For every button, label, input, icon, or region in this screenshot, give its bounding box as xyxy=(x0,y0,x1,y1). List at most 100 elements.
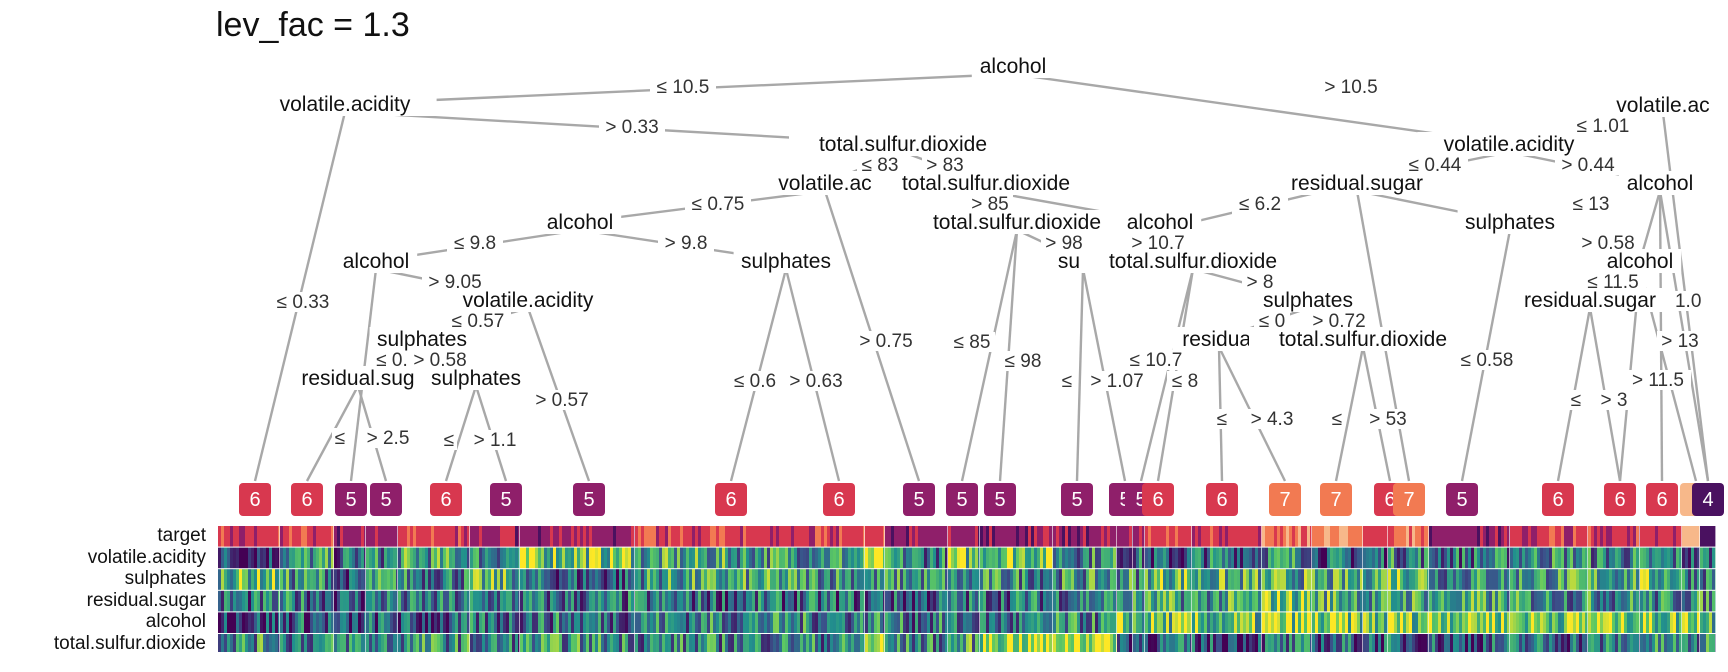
heatmap-cell xyxy=(906,634,909,652)
heatmap-cell xyxy=(520,569,523,590)
heatmap-cell xyxy=(656,612,659,633)
heatmap-cell xyxy=(1178,612,1181,633)
heatmap-cell xyxy=(1421,612,1424,633)
heatmap-cell xyxy=(1381,526,1384,547)
heatmap-cell xyxy=(927,590,930,612)
heatmap-cell xyxy=(1501,526,1504,547)
heatmap-cell xyxy=(824,590,827,612)
heatmap-cell xyxy=(218,634,221,652)
heatmap-cell xyxy=(1706,612,1709,633)
heatmap-cell xyxy=(334,569,337,590)
heatmap-cell xyxy=(815,526,818,547)
heatmap-cell xyxy=(1391,526,1394,547)
heatmap-cell xyxy=(1462,547,1465,569)
heatmap-cell xyxy=(1195,547,1198,569)
heatmap-cell xyxy=(1462,569,1465,590)
heatmap-cell xyxy=(764,612,767,633)
heatmap-cell xyxy=(921,634,924,652)
heatmap-cell xyxy=(1567,569,1570,590)
heatmap-cell xyxy=(1252,547,1255,569)
heatmap-cell xyxy=(1447,569,1450,590)
heatmap-cell xyxy=(1181,590,1184,612)
heatmap-cell xyxy=(713,547,716,569)
heatmap-cell xyxy=(331,590,334,612)
heatmap-cell xyxy=(346,526,349,547)
heatmap-cell xyxy=(764,569,767,590)
heatmap-cell xyxy=(788,569,791,590)
heatmap-cell xyxy=(631,569,634,590)
decision-tree: ≤ 10.5 > 10.5> 0.33≤ 0.33≤ 83 > 83≤ 0.75> … xyxy=(239,55,1724,516)
heatmap-cell xyxy=(845,634,848,652)
heatmap-cell xyxy=(701,569,704,590)
heatmap-cell xyxy=(980,634,983,652)
heatmap-cell xyxy=(1558,612,1561,633)
heatmap-cell xyxy=(266,526,269,547)
heatmap-cell xyxy=(381,547,384,569)
node-label-bg xyxy=(1249,327,1477,351)
heatmap-cell xyxy=(1071,547,1074,569)
heatmap-cell xyxy=(1412,612,1415,633)
heatmap-cell xyxy=(915,526,918,547)
heatmap-cell xyxy=(1357,526,1360,547)
heatmap-cell xyxy=(494,569,497,590)
heatmap-cell xyxy=(307,634,310,652)
heatmap-cell xyxy=(980,569,983,590)
heatmap-cell xyxy=(1471,526,1474,547)
heatmap-cell xyxy=(1519,590,1522,612)
heatmap-cell xyxy=(1679,569,1682,590)
heatmap-cell xyxy=(1007,634,1010,652)
heatmap-cell xyxy=(416,569,419,590)
heatmap-cell xyxy=(242,547,245,569)
heatmap-cell xyxy=(1086,634,1089,652)
heatmap-cell xyxy=(298,612,301,633)
heatmap-cell xyxy=(1001,569,1004,590)
heatmap-cell xyxy=(933,590,936,612)
heatmap-cell xyxy=(674,526,677,547)
heatmap-cell xyxy=(476,569,479,590)
heatmap-cell xyxy=(625,569,628,590)
heatmap-cell xyxy=(815,569,818,590)
heatmap-row-label-target: target xyxy=(157,525,206,546)
heatmap-cell xyxy=(375,547,378,569)
heatmap-cell xyxy=(839,634,842,652)
heatmap-cell xyxy=(1618,569,1621,590)
heatmap-cell xyxy=(818,526,821,547)
heatmap-cell xyxy=(815,634,818,652)
heatmap-cell xyxy=(310,526,313,547)
heatmap-cell xyxy=(692,612,695,633)
heatmap-cell xyxy=(1013,634,1016,652)
heatmap-cell xyxy=(1643,569,1646,590)
split-label: > 11.5 xyxy=(1632,370,1684,391)
heatmap-cell xyxy=(1375,634,1378,652)
heatmap-cell xyxy=(1321,612,1324,633)
heatmap-cell xyxy=(1204,547,1207,569)
heatmap-cell xyxy=(369,590,372,612)
heatmap-cell xyxy=(998,547,1001,569)
heatmap-cell xyxy=(328,634,331,652)
heatmap-cell xyxy=(1561,634,1564,652)
heatmap-cell xyxy=(580,547,583,569)
heatmap-cell xyxy=(927,569,930,590)
heatmap-cell xyxy=(631,634,634,652)
heatmap-cell xyxy=(419,547,422,569)
heatmap-cell xyxy=(740,612,743,633)
heatmap-cell xyxy=(1658,634,1661,652)
heatmap-cell xyxy=(304,547,307,569)
heatmap-cell xyxy=(883,634,885,652)
heatmap-cell xyxy=(1603,612,1606,633)
heatmap-cell xyxy=(1201,590,1204,612)
heatmap-cell xyxy=(358,612,361,633)
heatmap-cell xyxy=(503,634,506,652)
heatmap-cell xyxy=(446,590,449,612)
heatmap-cell xyxy=(550,569,553,590)
heatmap-cell xyxy=(1145,526,1148,547)
heatmap-cell xyxy=(1025,569,1028,590)
heatmap-cell xyxy=(1483,590,1486,612)
leaf-label: 5 xyxy=(583,489,594,511)
heatmap-cell xyxy=(550,634,553,652)
heatmap-cell xyxy=(375,612,378,633)
heatmap-cell xyxy=(506,612,509,633)
heatmap-cell xyxy=(280,634,283,652)
heatmap-cell xyxy=(1240,569,1243,590)
heatmap-cell xyxy=(900,590,903,612)
